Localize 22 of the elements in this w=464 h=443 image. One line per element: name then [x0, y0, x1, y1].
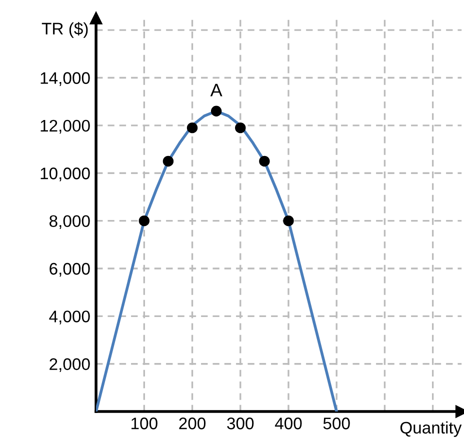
- point: [162, 156, 174, 167]
- point: [235, 122, 246, 134]
- annotation: A: [210, 84, 222, 96]
- y-tick-label: 4,000: [49, 310, 90, 324]
- x-tick-label: 400: [274, 418, 302, 430]
- point: [186, 122, 198, 134]
- y-tick-label: 6,000: [50, 262, 90, 277]
- point: [259, 156, 270, 167]
- x-tick-label: 200: [179, 418, 206, 430]
- y-tick-label: 10,000: [40, 168, 90, 182]
- x-tick-label: 300: [227, 418, 254, 430]
- y-tick-label: 12,000: [40, 120, 90, 134]
- y-tick-label: 14,000: [40, 72, 90, 86]
- point: [283, 215, 294, 226]
- x-axis-title: Quantity: [400, 421, 462, 437]
- x-tick-label: 500: [323, 418, 350, 430]
- point: [210, 106, 222, 116]
- y-tick-label: 2,000: [50, 358, 90, 372]
- x-tick-label: 100: [132, 418, 158, 430]
- y-axis-title: TR ($): [42, 22, 88, 38]
- y-tick-label: 8,000: [50, 215, 90, 229]
- point: [138, 215, 150, 226]
